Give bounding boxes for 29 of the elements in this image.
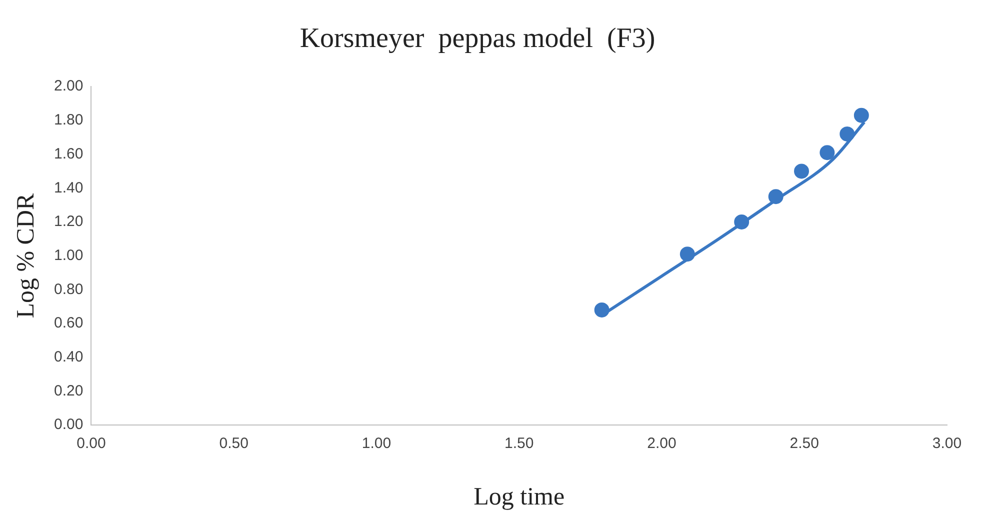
y-tick-label: 2.00 — [54, 78, 84, 95]
x-tick-label: 0.50 — [219, 435, 248, 452]
point — [594, 302, 610, 318]
point — [768, 189, 784, 204]
y-tick-label: 0.40 — [54, 348, 84, 366]
x-tick-label: 3.00 — [932, 435, 962, 452]
chart-title: Korsmeyer peppas model (F3) — [300, 23, 656, 54]
y-tick-label: 0.60 — [54, 314, 84, 332]
point — [734, 214, 750, 230]
x-tick-label: 2.00 — [647, 435, 676, 452]
point — [680, 246, 695, 262]
y-tick-label: 1.60 — [54, 145, 84, 162]
point — [854, 108, 869, 123]
y-tick-label: 1.80 — [54, 112, 84, 129]
x-tick-label: 1.50 — [504, 435, 534, 452]
x-axis-title: Log time — [474, 484, 565, 511]
y-tick-label: 0.80 — [54, 280, 84, 298]
y-tick-label: 1.40 — [54, 179, 84, 196]
x-tick-label: 2.50 — [790, 435, 819, 452]
y-tick-label: 1.00 — [54, 246, 84, 264]
x-tick-label: 1.00 — [362, 435, 392, 452]
y-axis-title: Log % CDR — [12, 192, 40, 318]
y-tick-label: 1.20 — [54, 213, 84, 230]
point — [840, 126, 855, 142]
x-tick-label: 0.00 — [76, 435, 106, 452]
point — [794, 164, 810, 179]
y-tick-label: 0.20 — [54, 382, 84, 400]
point — [820, 145, 835, 160]
y-tick-label: 0.00 — [54, 416, 84, 434]
